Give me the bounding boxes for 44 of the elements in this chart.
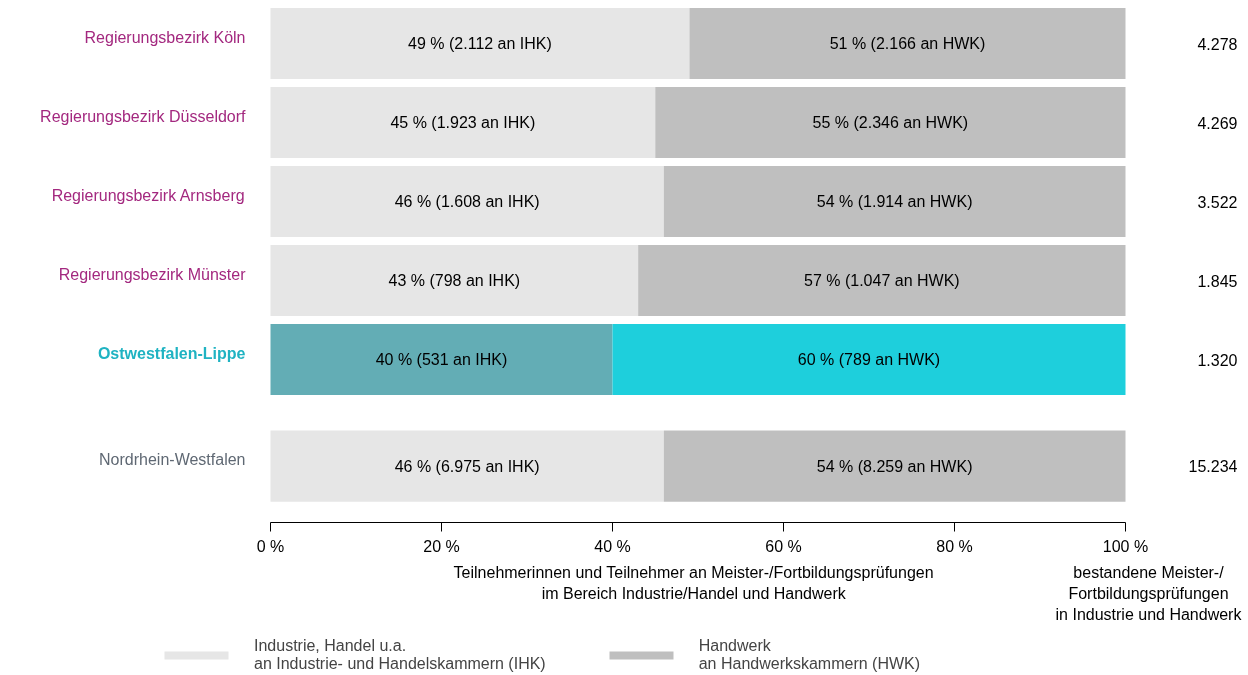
data-label: 40 % (531 an IHK): [375, 351, 508, 368]
y-tick-label: Regierungsbezirk Köln: [84, 28, 246, 46]
data-label: 46 % (6.975 an IHK): [394, 457, 540, 475]
bar: [689, 7, 1126, 80]
text: 1.845: [1197, 272, 1238, 290]
x-tick-label: 0 %: [256, 538, 285, 555]
data-label: 60 % (789 an HWK): [797, 351, 941, 368]
y-tick-label: Nordrhein-Westfalen: [99, 451, 246, 469]
data-label: 57 % (1.047 an HWK): [804, 272, 960, 289]
y-tick-label: Regierungsbezirk Münster: [58, 265, 247, 283]
x-tick-label: 80 %: [936, 538, 973, 555]
data-label: 45 % (1.923 an IHK): [390, 114, 536, 131]
data-label: 54 % (8.259 an HWK): [816, 457, 973, 475]
x-axis-title: Teilnehmerinnen und Teilnehmer an Meister-/Fortbildungsprüfungen im Bereich Industrie/Handel und Handwerk: [453, 563, 934, 602]
text: 3.522: [1197, 193, 1238, 211]
text: 1.320: [1197, 351, 1238, 369]
y-tick-label: Regierungsbezirk Arnsberg: [51, 186, 245, 204]
data-label: 55 % (2.346 an HWK): [812, 114, 969, 131]
x-tick-label: 60 %: [765, 538, 802, 555]
text: 15.234: [1188, 458, 1238, 476]
bar: [270, 165, 664, 238]
text: 4.269: [1197, 114, 1238, 132]
bar: [270, 86, 656, 159]
x-tick-label: 40 %: [594, 538, 631, 555]
text: 4.278: [1197, 35, 1238, 53]
data-label: 54 % (1.914 an HWK): [816, 193, 973, 210]
bar: [638, 244, 1126, 317]
y-tick-label: Regierungsbezirk Düsseldorf: [40, 107, 247, 125]
data-label: 49 % (2.112 an IHK): [408, 35, 552, 52]
x-tick-label: 20 %: [423, 538, 460, 555]
data-label: 46 % (1.608 an IHK): [394, 193, 540, 210]
bar: [612, 323, 1126, 396]
bar: [655, 86, 1126, 159]
x-tick-label: 100 %: [1102, 538, 1149, 555]
data-label: 43 % (798 an IHK): [388, 272, 521, 289]
text: bestandene Meister-/ Fortbildungsprüfungen in Industrie und Handwerk: [1055, 563, 1243, 623]
bar: [270, 244, 639, 317]
data-label: 51 % (2.166 an HWK): [829, 35, 986, 52]
bar: [270, 7, 690, 80]
y-tick-label: Ostwestfalen-Lippe: [97, 344, 246, 362]
legend-label: Handwerk an Handwerkskammern (HWK): [698, 637, 921, 673]
legend-label: Industrie, Handel u.a. an Industrie- und Handelskammern (IHK): [254, 637, 546, 673]
bar: [270, 323, 613, 396]
bar: [663, 165, 1126, 238]
